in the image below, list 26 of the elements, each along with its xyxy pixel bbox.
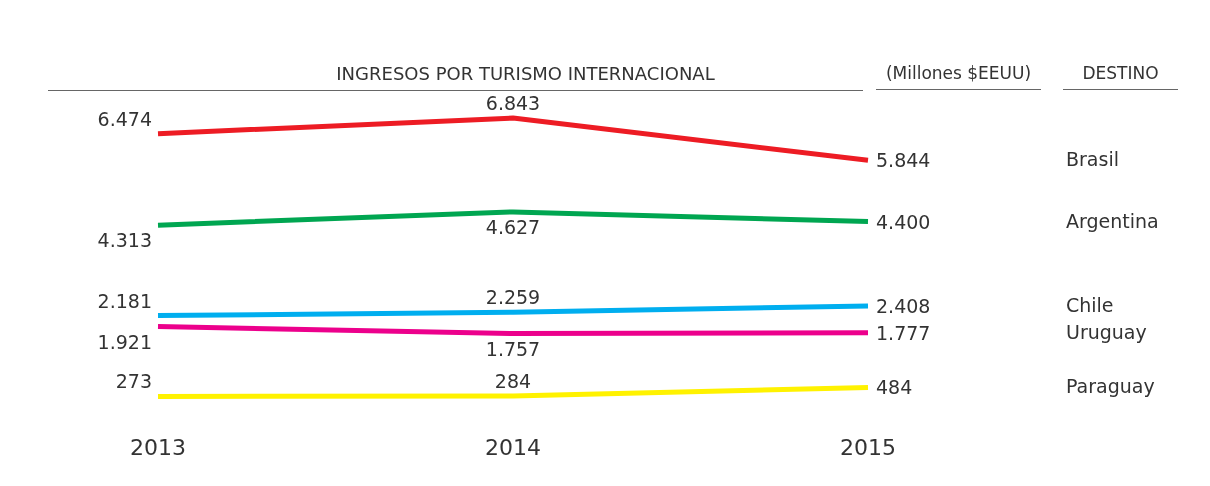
data-label: 284 [494, 369, 532, 392]
data-label: 4.313 [97, 229, 152, 252]
text: Brasil [1066, 148, 1119, 171]
legend-title: DESTINO [1063, 63, 1178, 90]
data-label: 5.844 [876, 149, 931, 172]
x-tick-label: 2014 [485, 434, 541, 460]
text: Argentina [1066, 209, 1159, 232]
data-label: 2.408 [876, 294, 931, 317]
data-label: 6.474 [97, 107, 152, 130]
data-label: 273 [115, 370, 152, 393]
data-label: 6.843 [485, 92, 541, 114]
text: Paraguay [1066, 375, 1155, 398]
chart-title: INGRESOS POR TURISMO INTERNACIONAL [48, 63, 863, 91]
data-label: 2.181 [97, 289, 152, 312]
data-label: 2.259 [485, 286, 541, 309]
x-tick-label: 2015 [840, 434, 896, 460]
chart-subtitle: (Millones $EEUU) [876, 63, 1041, 90]
data-label: 1.757 [485, 337, 541, 360]
data-label: 1.777 [876, 321, 931, 344]
text: Chile [1066, 293, 1114, 316]
data-label: 4.627 [485, 215, 541, 238]
data-label: 4.400 [876, 210, 931, 233]
text: Uruguay [1066, 320, 1147, 343]
data-label: 1.921 [97, 330, 152, 353]
data-label: 484 [876, 376, 913, 399]
x-tick-label: 2013 [130, 434, 186, 460]
